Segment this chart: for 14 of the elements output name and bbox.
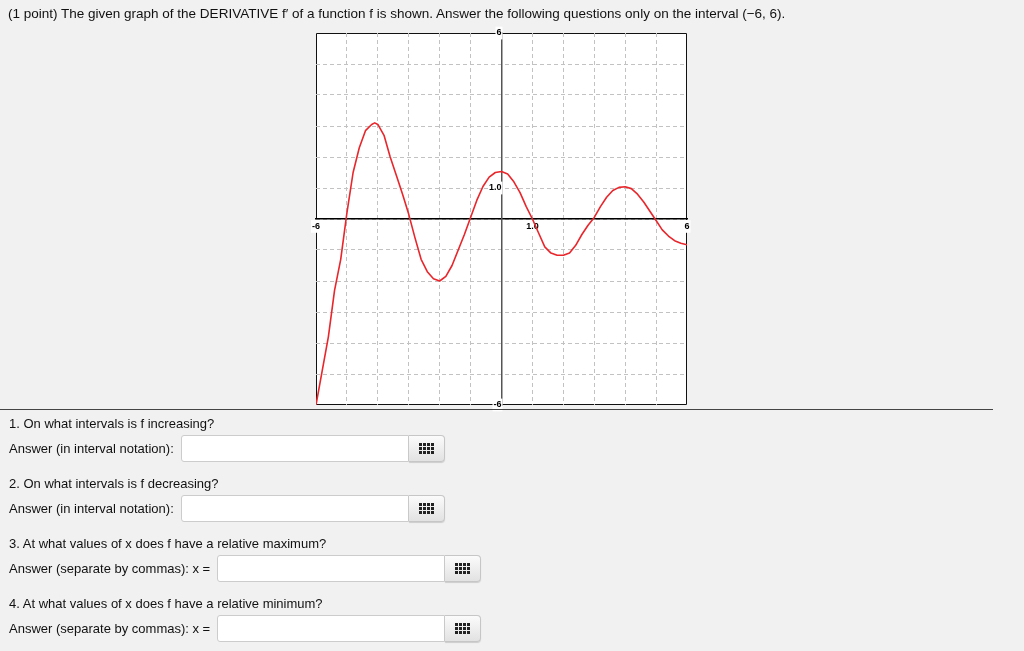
text: Answer (separate by commas): x = (9, 561, 211, 576)
text: Answer (in interval notation): (9, 501, 174, 516)
y-tick-label: 1.0 (488, 182, 502, 193)
text: Answer (in interval notation): (9, 441, 174, 456)
chart-title: (1 point) The given graph of the DERIVATIVE f′ of a function f is shown. Answer the following questions only on the interval (−6, 6). (8, 6, 786, 21)
y-tick-label: -6 (493, 399, 502, 410)
x-tick-label: -6 (311, 220, 321, 231)
text: 3. At what values of x does f have a relative maximum? (9, 536, 327, 552)
x-tick-label: 6 (684, 220, 690, 231)
text: 2. On what intervals is f decreasing? (9, 476, 219, 492)
y-tick-label: 6 (496, 27, 502, 38)
text: Answer (separate by commas): x = (9, 621, 211, 636)
text: 4. At what values of x does f have a relative minimum? (9, 596, 323, 612)
text: 1. On what intervals is f increasing? (9, 416, 215, 432)
